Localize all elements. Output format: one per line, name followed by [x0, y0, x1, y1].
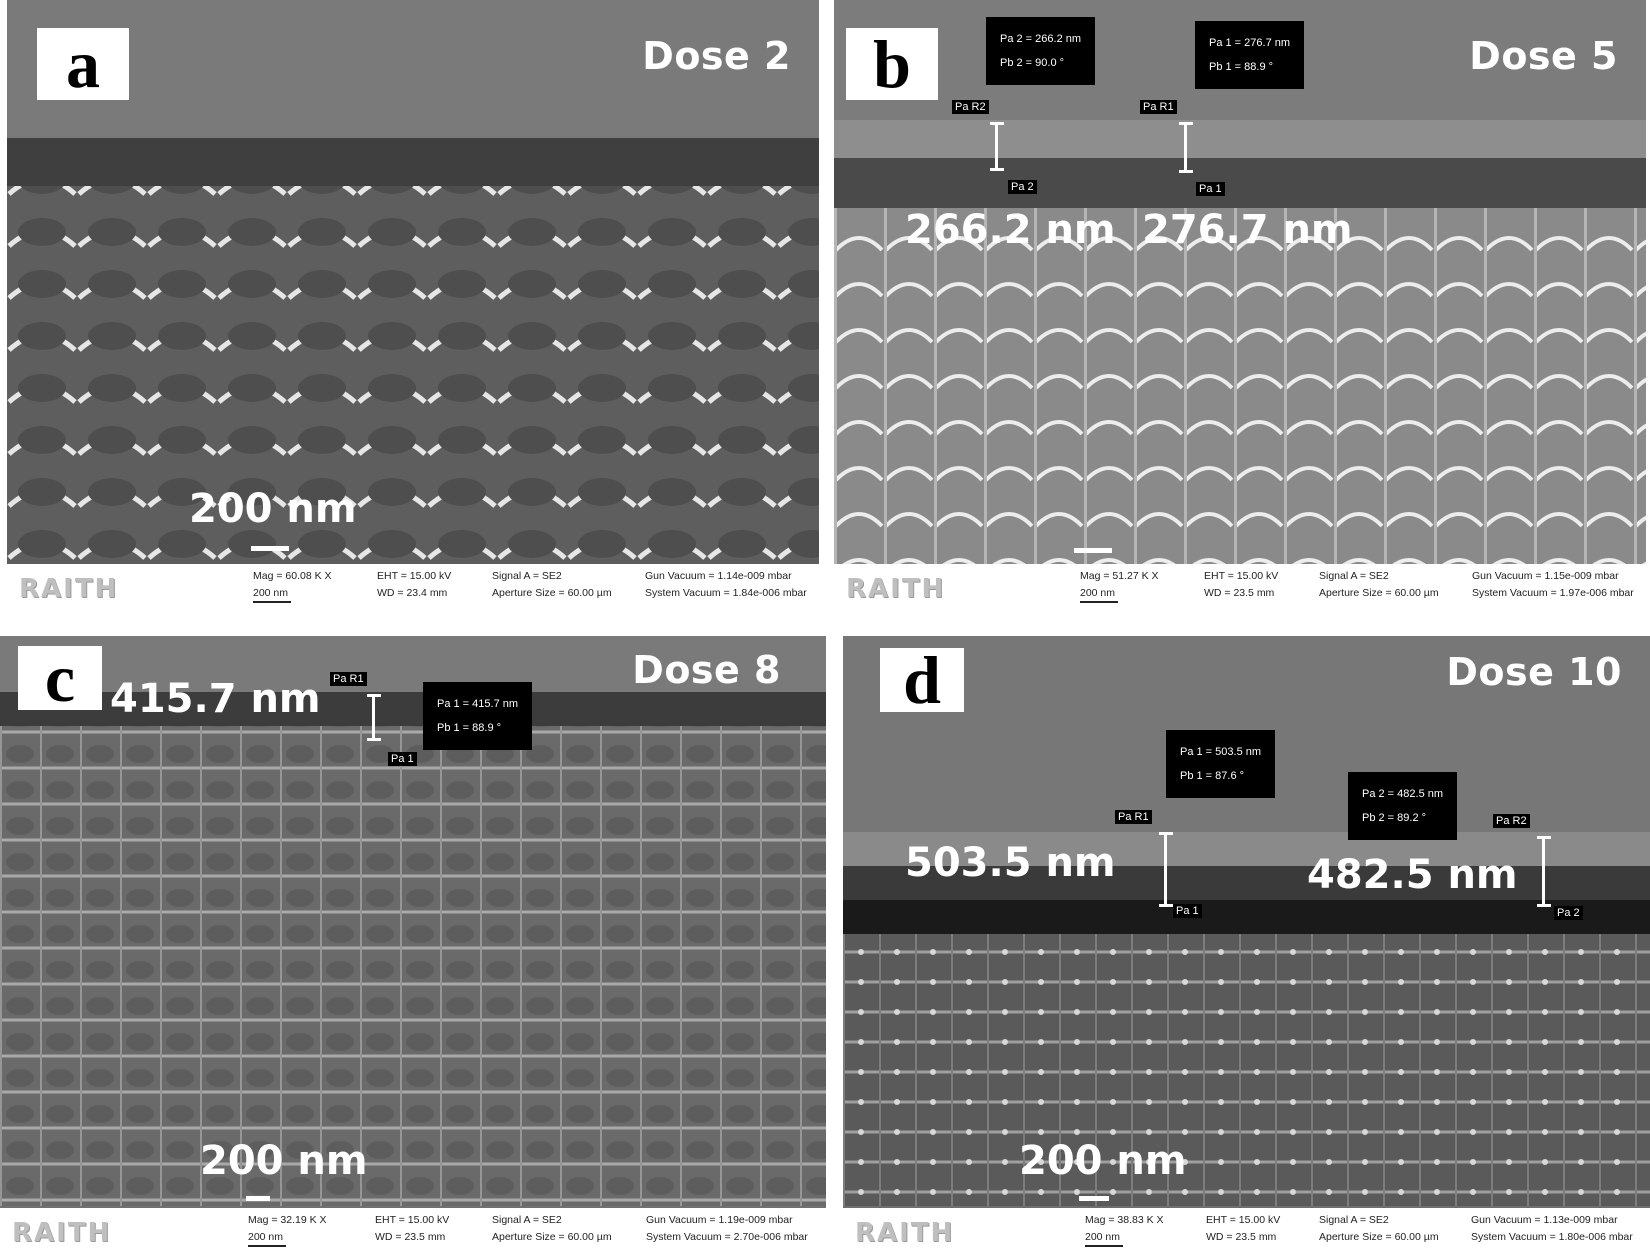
footer-scale-bar: [248, 1245, 286, 1247]
footer-scale-bar: [1080, 601, 1118, 603]
sem-image-c: [0, 636, 826, 1206]
measurement-line-d-1: [1164, 832, 1167, 906]
system-vacuum-value: System Vacuum = 1.97e-006 mbar: [1472, 587, 1634, 599]
sem-image-b: [834, 0, 1646, 566]
signal-value: Signal A = SE2: [492, 570, 562, 582]
gun-vacuum-value: Gun Vacuum = 1.19e-009 mbar: [646, 1214, 793, 1226]
mag-value: Mag = 51.27 K X: [1080, 570, 1159, 582]
dose-label-b: Dose 5: [1469, 34, 1618, 78]
mag-value: Mag = 32.19 K X: [248, 1214, 327, 1226]
measurement-box-c-1: Pa 1 = 415.7 nm Pb 1 = 88.9 °: [423, 682, 533, 750]
measurement-box-b-2: Pa 2 = 266.2 nm Pb 2 = 90.0 °: [986, 17, 1096, 85]
signal-value: Signal A = SE2: [1319, 570, 1389, 582]
measurement-box-b-1: Pa 1 = 276.7 nm Pb 1 = 88.9 °: [1195, 21, 1305, 89]
measurement-line-b-1: [1184, 122, 1187, 172]
eht-value: EHT = 15.00 kV: [1206, 1214, 1281, 1226]
signal-value: Signal A = SE2: [492, 1214, 562, 1226]
marker-tag-c-r1: Pa R1: [330, 672, 367, 686]
dose-label-d: Dose 10: [1446, 650, 1622, 694]
gun-vacuum-value: Gun Vacuum = 1.15e-009 mbar: [1472, 570, 1619, 582]
scalebar-label-c: 200 nm: [200, 1138, 368, 1184]
sem-image-a: [7, 0, 819, 566]
marker-tag-d-r1: Pa R1: [1115, 810, 1152, 824]
scalebar-b: [1074, 548, 1112, 553]
measurement-value-b-1: 276.7 nm: [1142, 207, 1353, 253]
footer-scale: 200 nm: [1080, 587, 1116, 599]
signal-value: Signal A = SE2: [1319, 1214, 1389, 1226]
aperture-value: Aperture Size = 60.00 µm: [492, 1231, 612, 1243]
marker-tag-d-2: Pa 2: [1554, 906, 1583, 920]
marker-tag-b-2: Pa 2: [1008, 180, 1037, 194]
footer-scale-bar: [1085, 1245, 1123, 1247]
wd-value: WD = 23.5 mm: [1204, 587, 1275, 599]
measurement-value-d-2: 482.5 nm: [1307, 852, 1518, 898]
measurement-line-d-2: [1542, 836, 1545, 906]
wd-value: WD = 23.5 mm: [375, 1231, 446, 1243]
panel-letter-b: b: [846, 28, 938, 100]
scalebar-c: [246, 1196, 270, 1201]
mag-value: Mag = 38.83 K X: [1085, 1214, 1164, 1226]
raith-logo: RAITH: [846, 574, 946, 604]
system-vacuum-value: System Vacuum = 1.84e-006 mbar: [645, 587, 807, 599]
info-footer-b: RAITH Mag = 51.27 K X 200 nm EHT = 15.00 …: [834, 564, 1646, 608]
sem-image-d: [843, 636, 1650, 1206]
panel-letter-d: d: [880, 646, 964, 714]
gun-vacuum-value: Gun Vacuum = 1.13e-009 mbar: [1471, 1214, 1618, 1226]
system-vacuum-value: System Vacuum = 2.70e-006 mbar: [646, 1231, 808, 1243]
measurement-line-b-2: [995, 122, 998, 170]
measurement-value-d-1: 503.5 nm: [905, 840, 1116, 886]
aperture-value: Aperture Size = 60.00 µm: [1319, 587, 1439, 599]
raith-logo: RAITH: [855, 1218, 955, 1248]
scalebar-label-a: 200 nm: [189, 486, 357, 532]
marker-tag-b-1: Pa 1: [1196, 182, 1225, 196]
footer-scale-bar: [253, 601, 291, 603]
eht-value: EHT = 15.00 kV: [377, 570, 452, 582]
panel-letter-a: a: [37, 28, 129, 100]
sem-panel-d: d Dose 10 Pa 1 = 503.5 nm Pb 1 = 87.6 ° P…: [843, 636, 1650, 1252]
eht-value: EHT = 15.00 kV: [375, 1214, 450, 1226]
info-footer-c: RAITH Mag = 32.19 K X 200 nm EHT = 15.00 …: [0, 1208, 826, 1252]
marker-tag-b-r1: Pa R1: [1140, 100, 1177, 114]
aperture-value: Aperture Size = 60.00 µm: [1319, 1231, 1439, 1243]
footer-scale: 200 nm: [1085, 1231, 1121, 1243]
wd-value: WD = 23.4 mm: [377, 587, 448, 599]
sem-panel-a: a Dose 2 200 nm RAITH Mag = 60.08 K X 200…: [7, 0, 819, 608]
scalebar-d: [1079, 1196, 1109, 1201]
marker-tag-c-1: Pa 1: [388, 752, 417, 766]
sem-panel-b: b Dose 5 Pa 2 = 266.2 nm Pb 2 = 90.0 ° Pa…: [834, 0, 1646, 608]
measurement-line-c-1: [372, 694, 375, 740]
mag-value: Mag = 60.08 K X: [253, 570, 332, 582]
marker-tag-b-r2: Pa R2: [952, 100, 989, 114]
eht-value: EHT = 15.00 kV: [1204, 570, 1279, 582]
sem-panel-c: c Dose 8 415.7 nm Pa R1 Pa 1 Pa 1 = 415.…: [0, 636, 826, 1252]
info-footer-a: RAITH Mag = 60.08 K X 200 nm EHT = 15.00 …: [7, 564, 819, 608]
marker-tag-d-1: Pa 1: [1173, 904, 1202, 918]
aperture-value: Aperture Size = 60.00 µm: [492, 587, 612, 599]
measurement-value-b-2: 266.2 nm: [905, 207, 1116, 253]
raith-logo: RAITH: [19, 574, 119, 604]
measurement-box-d-1: Pa 1 = 503.5 nm Pb 1 = 87.6 °: [1166, 730, 1276, 798]
dose-label-a: Dose 2: [642, 34, 791, 78]
scalebar-a: [251, 546, 289, 551]
info-footer-d: RAITH Mag = 38.83 K X 200 nm EHT = 15.00 …: [843, 1208, 1650, 1252]
wd-value: WD = 23.5 mm: [1206, 1231, 1277, 1243]
system-vacuum-value: System Vacuum = 1.80e-006 mbar: [1471, 1231, 1633, 1243]
raith-logo: RAITH: [12, 1218, 112, 1248]
measurement-box-d-2: Pa 2 = 482.5 nm Pb 2 = 89.2 °: [1348, 772, 1458, 840]
scalebar-label-d: 200 nm: [1019, 1138, 1187, 1184]
marker-tag-d-r2: Pa R2: [1493, 814, 1530, 828]
measurement-value-c-1: 415.7 nm: [110, 676, 321, 722]
dose-label-c: Dose 8: [632, 648, 781, 692]
gun-vacuum-value: Gun Vacuum = 1.14e-009 mbar: [645, 570, 792, 582]
panel-letter-c: c: [18, 644, 102, 712]
footer-scale: 200 nm: [248, 1231, 284, 1243]
footer-scale: 200 nm: [253, 587, 289, 599]
